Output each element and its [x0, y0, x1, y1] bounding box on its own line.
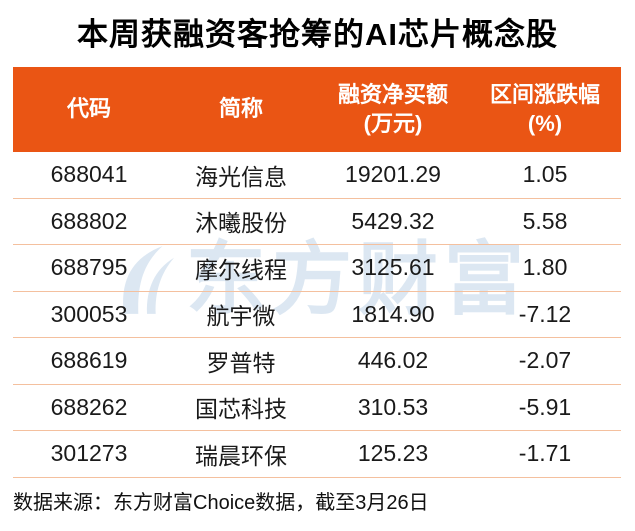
cell-code: 688041	[50, 161, 128, 188]
col-header-code: 代码	[13, 67, 165, 152]
cell-net-buy: 125.23	[357, 440, 429, 467]
cell-net-buy: 19201.29	[345, 161, 441, 188]
col-header-net-buy-line1: 融资净买额	[337, 81, 448, 107]
cell-net-buy: 310.53	[357, 393, 429, 420]
cell-name: 航宇微	[206, 303, 276, 330]
stocks-table: 代码 简称 融资净买额 (万元) 区间涨跌幅 (%) 688041 海光信息 1…	[13, 67, 621, 478]
cell-name: 摩尔线程	[195, 256, 287, 283]
cell-change: 5.58	[522, 207, 568, 234]
cell-net-buy: 3125.61	[351, 254, 435, 281]
page-title: 本周获融资客抢筹的AI芯片概念股	[77, 17, 558, 52]
table-row: 688619 罗普特 446.02 -2.07	[13, 338, 621, 385]
table-row: 300053 航宇微 1814.90 -7.12	[13, 292, 621, 338]
col-header-change-line1: 区间涨跌幅	[489, 81, 600, 107]
table-row: 688802 沐曦股份 5429.32 5.58	[13, 199, 621, 245]
cell-code: 688802	[50, 207, 128, 234]
cell-net-buy: 446.02	[357, 347, 429, 374]
table-header-row: 代码 简称 融资净买额 (万元) 区间涨跌幅 (%)	[13, 67, 621, 152]
cell-code: 688619	[50, 347, 128, 374]
col-header-change: 区间涨跌幅 (%)	[469, 67, 621, 152]
col-header-net-buy: 融资净买额 (万元)	[317, 67, 469, 152]
cell-code: 300053	[50, 300, 128, 327]
cell-net-buy: 1814.90	[351, 300, 435, 327]
cell-net-buy: 5429.32	[351, 207, 435, 234]
cell-code: 301273	[50, 440, 128, 467]
cell-change: -1.71	[518, 440, 572, 467]
cell-name: 瑞晨环保	[195, 442, 287, 469]
table-row: 688262 国芯科技 310.53 -5.91	[13, 385, 621, 431]
cell-change: -2.07	[518, 347, 572, 374]
col-header-code-label: 代码	[66, 96, 111, 122]
cell-change: -7.12	[518, 300, 572, 327]
cell-change: 1.05	[522, 161, 568, 188]
table-row: 688041 海光信息 19201.29 1.05	[13, 152, 621, 199]
table-row: 688795 摩尔线程 3125.61 1.80	[13, 245, 621, 292]
cell-change: -5.91	[518, 393, 572, 420]
table-row: 301273 瑞晨环保 125.23 -1.71	[13, 431, 621, 478]
cell-name: 罗普特	[206, 349, 276, 376]
cell-code: 688262	[50, 393, 128, 420]
cell-change: 1.80	[522, 254, 568, 281]
data-source-note: 数据来源：东方财富Choice数据，截至3月26日	[13, 492, 429, 514]
col-header-name: 简称	[165, 67, 317, 152]
col-header-net-buy-line2: (万元)	[363, 110, 423, 136]
cell-name: 国芯科技	[195, 396, 287, 423]
cell-name: 海光信息	[195, 163, 287, 190]
cell-name: 沐曦股份	[195, 210, 287, 237]
col-header-name-label: 简称	[218, 96, 263, 122]
col-header-change-line2: (%)	[527, 110, 563, 136]
cell-code: 688795	[50, 254, 128, 281]
